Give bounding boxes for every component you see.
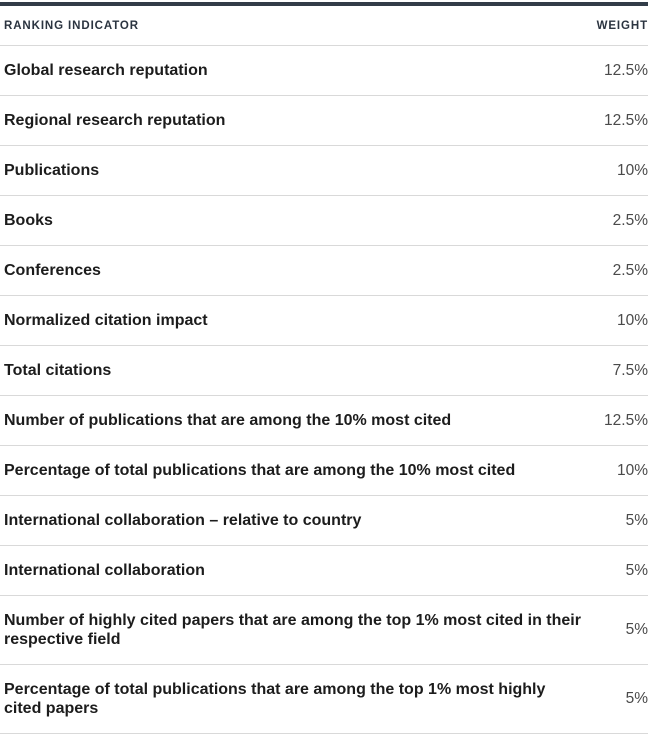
table-body: Global research reputation 12.5% Regional …	[0, 45, 648, 734]
table-header-row: Ranking Indicator Weight	[0, 4, 648, 46]
indicator-cell: Percentage of total publications that ar…	[0, 445, 583, 496]
table-row: International collaboration 5%	[0, 545, 648, 596]
weight-cell: 7.5%	[583, 345, 648, 396]
column-header-ranking-indicator: Ranking Indicator	[0, 4, 583, 46]
indicator-cell: International collaboration	[0, 545, 583, 596]
indicator-label: International collaboration – relative t…	[4, 512, 362, 529]
indicator-cell: Normalized citation impact	[0, 295, 583, 346]
indicator-label: Total citations	[4, 362, 112, 379]
indicator-cell: International collaboration – relative t…	[0, 495, 583, 546]
table-row: International collaboration – relative t…	[0, 495, 648, 546]
indicator-label: Number of highly cited papers that are a…	[4, 612, 581, 648]
indicator-cell: Global research reputation	[0, 45, 583, 96]
indicator-cell: Number of highly cited papers that are a…	[0, 595, 583, 665]
indicator-label: Percentage of total publications that ar…	[4, 681, 546, 717]
indicator-label: Regional research reputation	[4, 112, 226, 129]
weight-cell: 2.5%	[583, 195, 648, 246]
weight-cell: 10%	[583, 445, 648, 496]
table-row: Conferences 2.5%	[0, 245, 648, 296]
indicator-cell: Total citations	[0, 345, 583, 396]
column-header-weight-label: Weight	[596, 20, 648, 32]
weight-cell: 12.5%	[583, 395, 648, 446]
weight-cell: 10%	[583, 295, 648, 346]
indicator-label: Conferences	[4, 262, 101, 279]
indicator-label: Publications	[4, 162, 100, 179]
table-row: Percentage of total publications that ar…	[0, 664, 648, 734]
indicator-cell: Number of publications that are among th…	[0, 395, 583, 446]
table-row: Number of publications that are among th…	[0, 395, 648, 446]
weight-cell: 12.5%	[583, 95, 648, 146]
indicator-label: Normalized citation impact	[4, 312, 208, 329]
table-row: Percentage of total publications that ar…	[0, 445, 648, 496]
weight-cell: 2.5%	[583, 245, 648, 296]
indicator-label: Percentage of total publications that ar…	[4, 462, 516, 479]
table-row: Number of highly cited papers that are a…	[0, 595, 648, 665]
column-header-weight: Weight	[583, 4, 648, 46]
indicator-label: Number of publications that are among th…	[4, 412, 452, 429]
table-row: Total citations 7.5%	[0, 345, 648, 396]
table-header: Ranking Indicator Weight	[0, 4, 648, 46]
table-row: Publications 10%	[0, 145, 648, 196]
indicator-cell: Books	[0, 195, 583, 246]
indicator-cell: Conferences	[0, 245, 583, 296]
weight-cell: 5%	[583, 495, 648, 546]
indicator-label: International collaboration	[4, 562, 205, 579]
weight-cell: 12.5%	[583, 45, 648, 96]
weight-cell: 5%	[583, 595, 648, 665]
indicator-label: Global research reputation	[4, 62, 208, 79]
indicator-label: Books	[4, 212, 53, 229]
weight-cell: 5%	[583, 545, 648, 596]
table-row: Books 2.5%	[0, 195, 648, 246]
indicator-cell: Publications	[0, 145, 583, 196]
table-row: Normalized citation impact 10%	[0, 295, 648, 346]
weight-cell: 10%	[583, 145, 648, 196]
table-row: Global research reputation 12.5%	[0, 45, 648, 96]
indicator-cell: Percentage of total publications that ar…	[0, 664, 583, 734]
table-row: Regional research reputation 12.5%	[0, 95, 648, 146]
indicator-cell: Regional research reputation	[0, 95, 583, 146]
column-header-ranking-indicator-label: Ranking Indicator	[4, 20, 139, 32]
weight-cell: 5%	[583, 664, 648, 734]
